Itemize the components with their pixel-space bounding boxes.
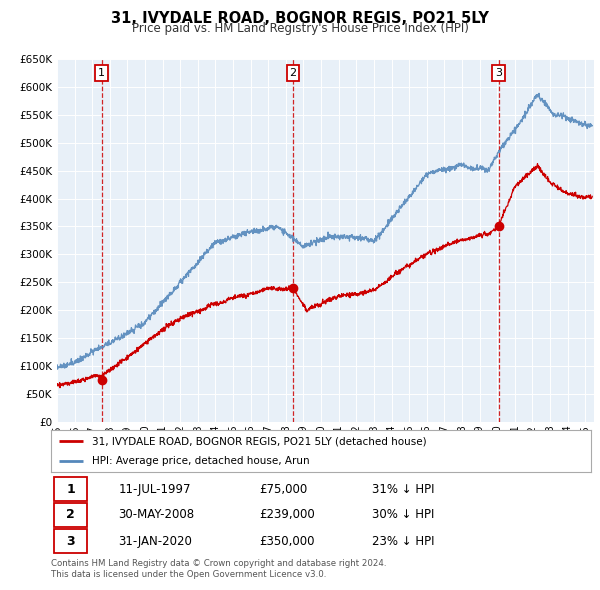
Text: Price paid vs. HM Land Registry's House Price Index (HPI): Price paid vs. HM Land Registry's House … bbox=[131, 22, 469, 35]
Text: 30% ↓ HPI: 30% ↓ HPI bbox=[372, 508, 434, 522]
Text: 11-JUL-1997: 11-JUL-1997 bbox=[119, 483, 191, 496]
FancyBboxPatch shape bbox=[54, 477, 87, 502]
Text: £75,000: £75,000 bbox=[259, 483, 307, 496]
Text: 2: 2 bbox=[66, 508, 75, 522]
Text: 23% ↓ HPI: 23% ↓ HPI bbox=[372, 535, 435, 548]
Text: 2: 2 bbox=[290, 68, 296, 78]
Text: 31-JAN-2020: 31-JAN-2020 bbox=[119, 535, 193, 548]
Text: 31% ↓ HPI: 31% ↓ HPI bbox=[372, 483, 435, 496]
Text: £239,000: £239,000 bbox=[259, 508, 314, 522]
Text: 3: 3 bbox=[495, 68, 502, 78]
Text: 30-MAY-2008: 30-MAY-2008 bbox=[119, 508, 194, 522]
Text: 1: 1 bbox=[98, 68, 105, 78]
Text: HPI: Average price, detached house, Arun: HPI: Average price, detached house, Arun bbox=[91, 457, 309, 466]
Text: £350,000: £350,000 bbox=[259, 535, 314, 548]
Text: 31, IVYDALE ROAD, BOGNOR REGIS, PO21 5LY (detached house): 31, IVYDALE ROAD, BOGNOR REGIS, PO21 5LY… bbox=[91, 437, 426, 447]
FancyBboxPatch shape bbox=[54, 529, 87, 553]
Text: 31, IVYDALE ROAD, BOGNOR REGIS, PO21 5LY: 31, IVYDALE ROAD, BOGNOR REGIS, PO21 5LY bbox=[111, 11, 489, 25]
Text: 3: 3 bbox=[66, 535, 75, 548]
Text: 1: 1 bbox=[66, 483, 75, 496]
Text: Contains HM Land Registry data © Crown copyright and database right 2024.
This d: Contains HM Land Registry data © Crown c… bbox=[51, 559, 386, 579]
FancyBboxPatch shape bbox=[54, 503, 87, 527]
